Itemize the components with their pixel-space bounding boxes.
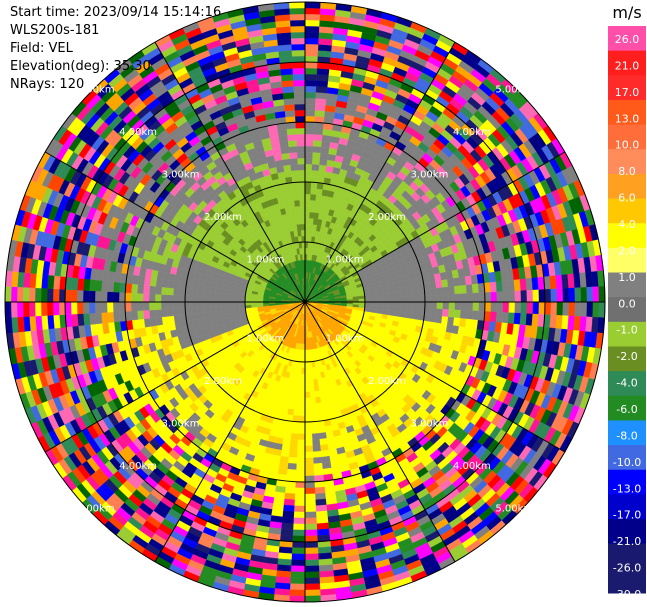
start-time-label: Start time: 2023/09/14 15:14:16 xyxy=(10,5,222,20)
colorbar-swatch xyxy=(608,223,646,249)
range-label: 3.00km xyxy=(411,418,449,429)
range-label: 3.00km xyxy=(162,170,200,181)
azimuth-spoke xyxy=(154,301,306,563)
azimuth-spoke xyxy=(304,301,566,453)
range-label: 2.00km xyxy=(368,212,406,223)
range-label: 4.00km xyxy=(453,127,491,138)
colorbar-tick-label: -4.0 xyxy=(616,377,637,390)
colorbar-unit: m/s xyxy=(612,3,641,22)
colorbar-tick-label: -1.0 xyxy=(616,324,637,337)
azimuth-spoke xyxy=(304,41,456,303)
colorbar-swatch xyxy=(608,568,646,594)
range-label: 4.00km xyxy=(119,461,157,472)
range-label: 2.00km xyxy=(368,376,406,387)
colorbar-tick-label: 1.0 xyxy=(618,271,636,284)
colorbar-swatch xyxy=(608,297,646,323)
range-label: 4.00km xyxy=(453,461,491,472)
colorbar-swatch xyxy=(608,99,646,126)
range-label: 5.00km xyxy=(495,85,533,96)
colorbar-swatch xyxy=(608,469,646,495)
range-label: 4.00km xyxy=(119,127,157,138)
azimuth-spoke xyxy=(304,151,566,303)
elevation-label: Elevation(deg): 35.30 xyxy=(10,59,151,74)
colorbar-tick-label: -30.0 xyxy=(613,588,641,601)
ppi-gates xyxy=(4,1,606,603)
range-label: 5.00km xyxy=(495,503,533,514)
range-label: 2.00km xyxy=(204,376,242,387)
colorbar-tick-label: -2.0 xyxy=(616,350,637,363)
range-label: 3.00km xyxy=(411,170,449,181)
range-label: 2.00km xyxy=(204,212,242,223)
range-label: 1.00km xyxy=(326,334,364,345)
colorbar-swatch xyxy=(608,395,646,421)
colorbar-swatch xyxy=(608,149,646,175)
colorbar-tick-label: 17.0 xyxy=(615,86,640,99)
colorbar-tick-label: -26.0 xyxy=(613,562,641,575)
colorbar-tick-label: -6.0 xyxy=(616,403,637,416)
colorbar-swatch xyxy=(608,75,646,101)
range-label: 5.00km xyxy=(77,503,115,514)
instrument-label: WLS200s-181 xyxy=(10,23,100,38)
colorbar-tick-label: -17.0 xyxy=(613,509,641,522)
info-panel: Start time: 2023/09/14 15:14:16 WLS200s-… xyxy=(10,4,221,94)
range-label: 1.00km xyxy=(246,334,284,345)
colorbar-swatch xyxy=(608,247,646,274)
colorbar-swatch xyxy=(608,50,646,76)
colorbar-tick-label: -21.0 xyxy=(613,535,641,548)
colorbar-swatch xyxy=(608,494,646,520)
field-label: Field: VEL xyxy=(10,41,73,56)
colorbar-tick-label: 10.0 xyxy=(615,139,640,152)
azimuth-spoke xyxy=(44,301,306,453)
azimuth-spoke xyxy=(304,301,456,563)
range-label: 5.00km xyxy=(77,85,115,96)
colorbar-tick-label: 6.0 xyxy=(618,192,636,205)
nrays-label: NRays: 120 xyxy=(10,77,85,92)
colorbar-tick-label: 13.0 xyxy=(615,112,640,125)
colorbar-tick-label: 8.0 xyxy=(618,165,636,178)
colorbar-tick-label: 2.0 xyxy=(618,244,636,257)
colorbar-swatch xyxy=(608,371,646,397)
range-label: 1.00km xyxy=(326,254,364,265)
colorbar-swatch xyxy=(608,124,646,150)
colorbar-tick-label: 21.0 xyxy=(615,59,640,72)
range-label: 3.00km xyxy=(162,418,200,429)
azimuth-spoke xyxy=(154,41,306,303)
colorbar-swatch xyxy=(608,543,646,569)
colorbar-swatch xyxy=(608,26,646,52)
azimuth-spoke xyxy=(44,151,306,303)
colorbar-tick-label: -13.0 xyxy=(613,482,641,495)
colorbar-tick-label: 0.0 xyxy=(618,297,636,310)
colorbar-swatch xyxy=(608,173,646,200)
colorbar-swatch xyxy=(608,272,646,298)
colorbar-swatch xyxy=(608,346,646,372)
colorbar-swatch xyxy=(608,198,646,224)
colorbar-swatch xyxy=(608,420,646,446)
colorbar-tick-label: 4.0 xyxy=(618,218,636,231)
colorbar-swatch xyxy=(608,321,646,347)
colorbar-tick-label: 26.0 xyxy=(615,33,640,46)
colorbar-swatch xyxy=(608,445,646,471)
colorbar-swatch xyxy=(608,519,646,545)
colorbar-tick-label: -10.0 xyxy=(613,456,641,469)
colorbar-tick-label: -8.0 xyxy=(616,429,637,442)
range-label: 1.00km xyxy=(246,254,284,265)
